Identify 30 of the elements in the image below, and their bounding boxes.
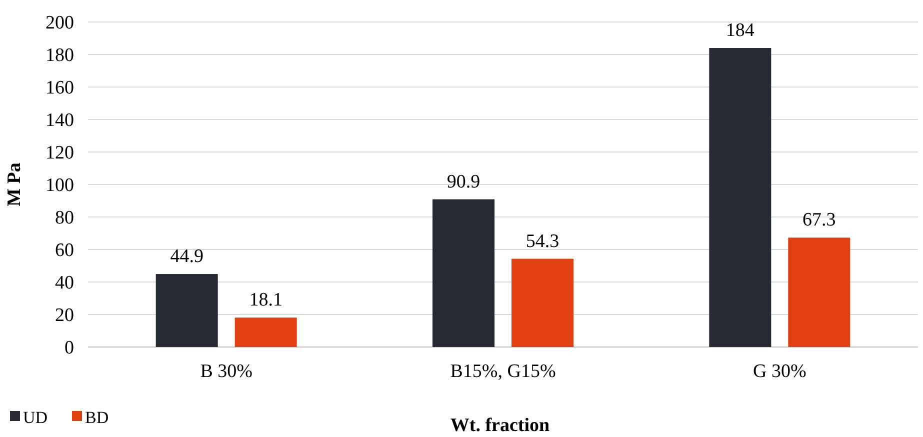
y-tick-label: 20 xyxy=(55,305,74,326)
legend-label: BD xyxy=(85,408,109,427)
legend-label: UD xyxy=(23,408,48,427)
bar xyxy=(788,238,850,347)
x-tick-label: B15%, G15% xyxy=(450,361,556,382)
y-axis-title: M Pa xyxy=(4,162,25,206)
data-label: 184 xyxy=(726,20,755,41)
y-tick-label: 40 xyxy=(55,272,74,294)
y-tick-label: 80 xyxy=(55,208,74,229)
y-tick-label: 200 xyxy=(46,12,74,34)
y-tick-label: 60 xyxy=(55,240,74,262)
bar xyxy=(156,274,218,347)
data-label: 67.3 xyxy=(802,210,836,231)
data-label: 18.1 xyxy=(249,290,282,311)
y-tick-label: 160 xyxy=(46,78,74,99)
bar xyxy=(234,318,297,347)
y-tick-label: 120 xyxy=(46,142,74,164)
bar xyxy=(709,48,772,347)
data-label: 90.9 xyxy=(446,171,480,192)
y-tick-label: 140 xyxy=(46,110,74,132)
data-label: 44.9 xyxy=(170,246,204,268)
bar xyxy=(432,199,494,347)
x-tick-label: B 30% xyxy=(200,361,253,382)
bar xyxy=(512,258,574,347)
data-label: 54.3 xyxy=(526,230,560,252)
y-tick-label: 180 xyxy=(46,45,74,66)
x-tick-label: G 30% xyxy=(753,361,806,382)
y-tick-label: 0 xyxy=(64,338,74,359)
x-axis-title: Wt. fraction xyxy=(450,415,550,436)
y-tick-label: 100 xyxy=(46,175,74,196)
